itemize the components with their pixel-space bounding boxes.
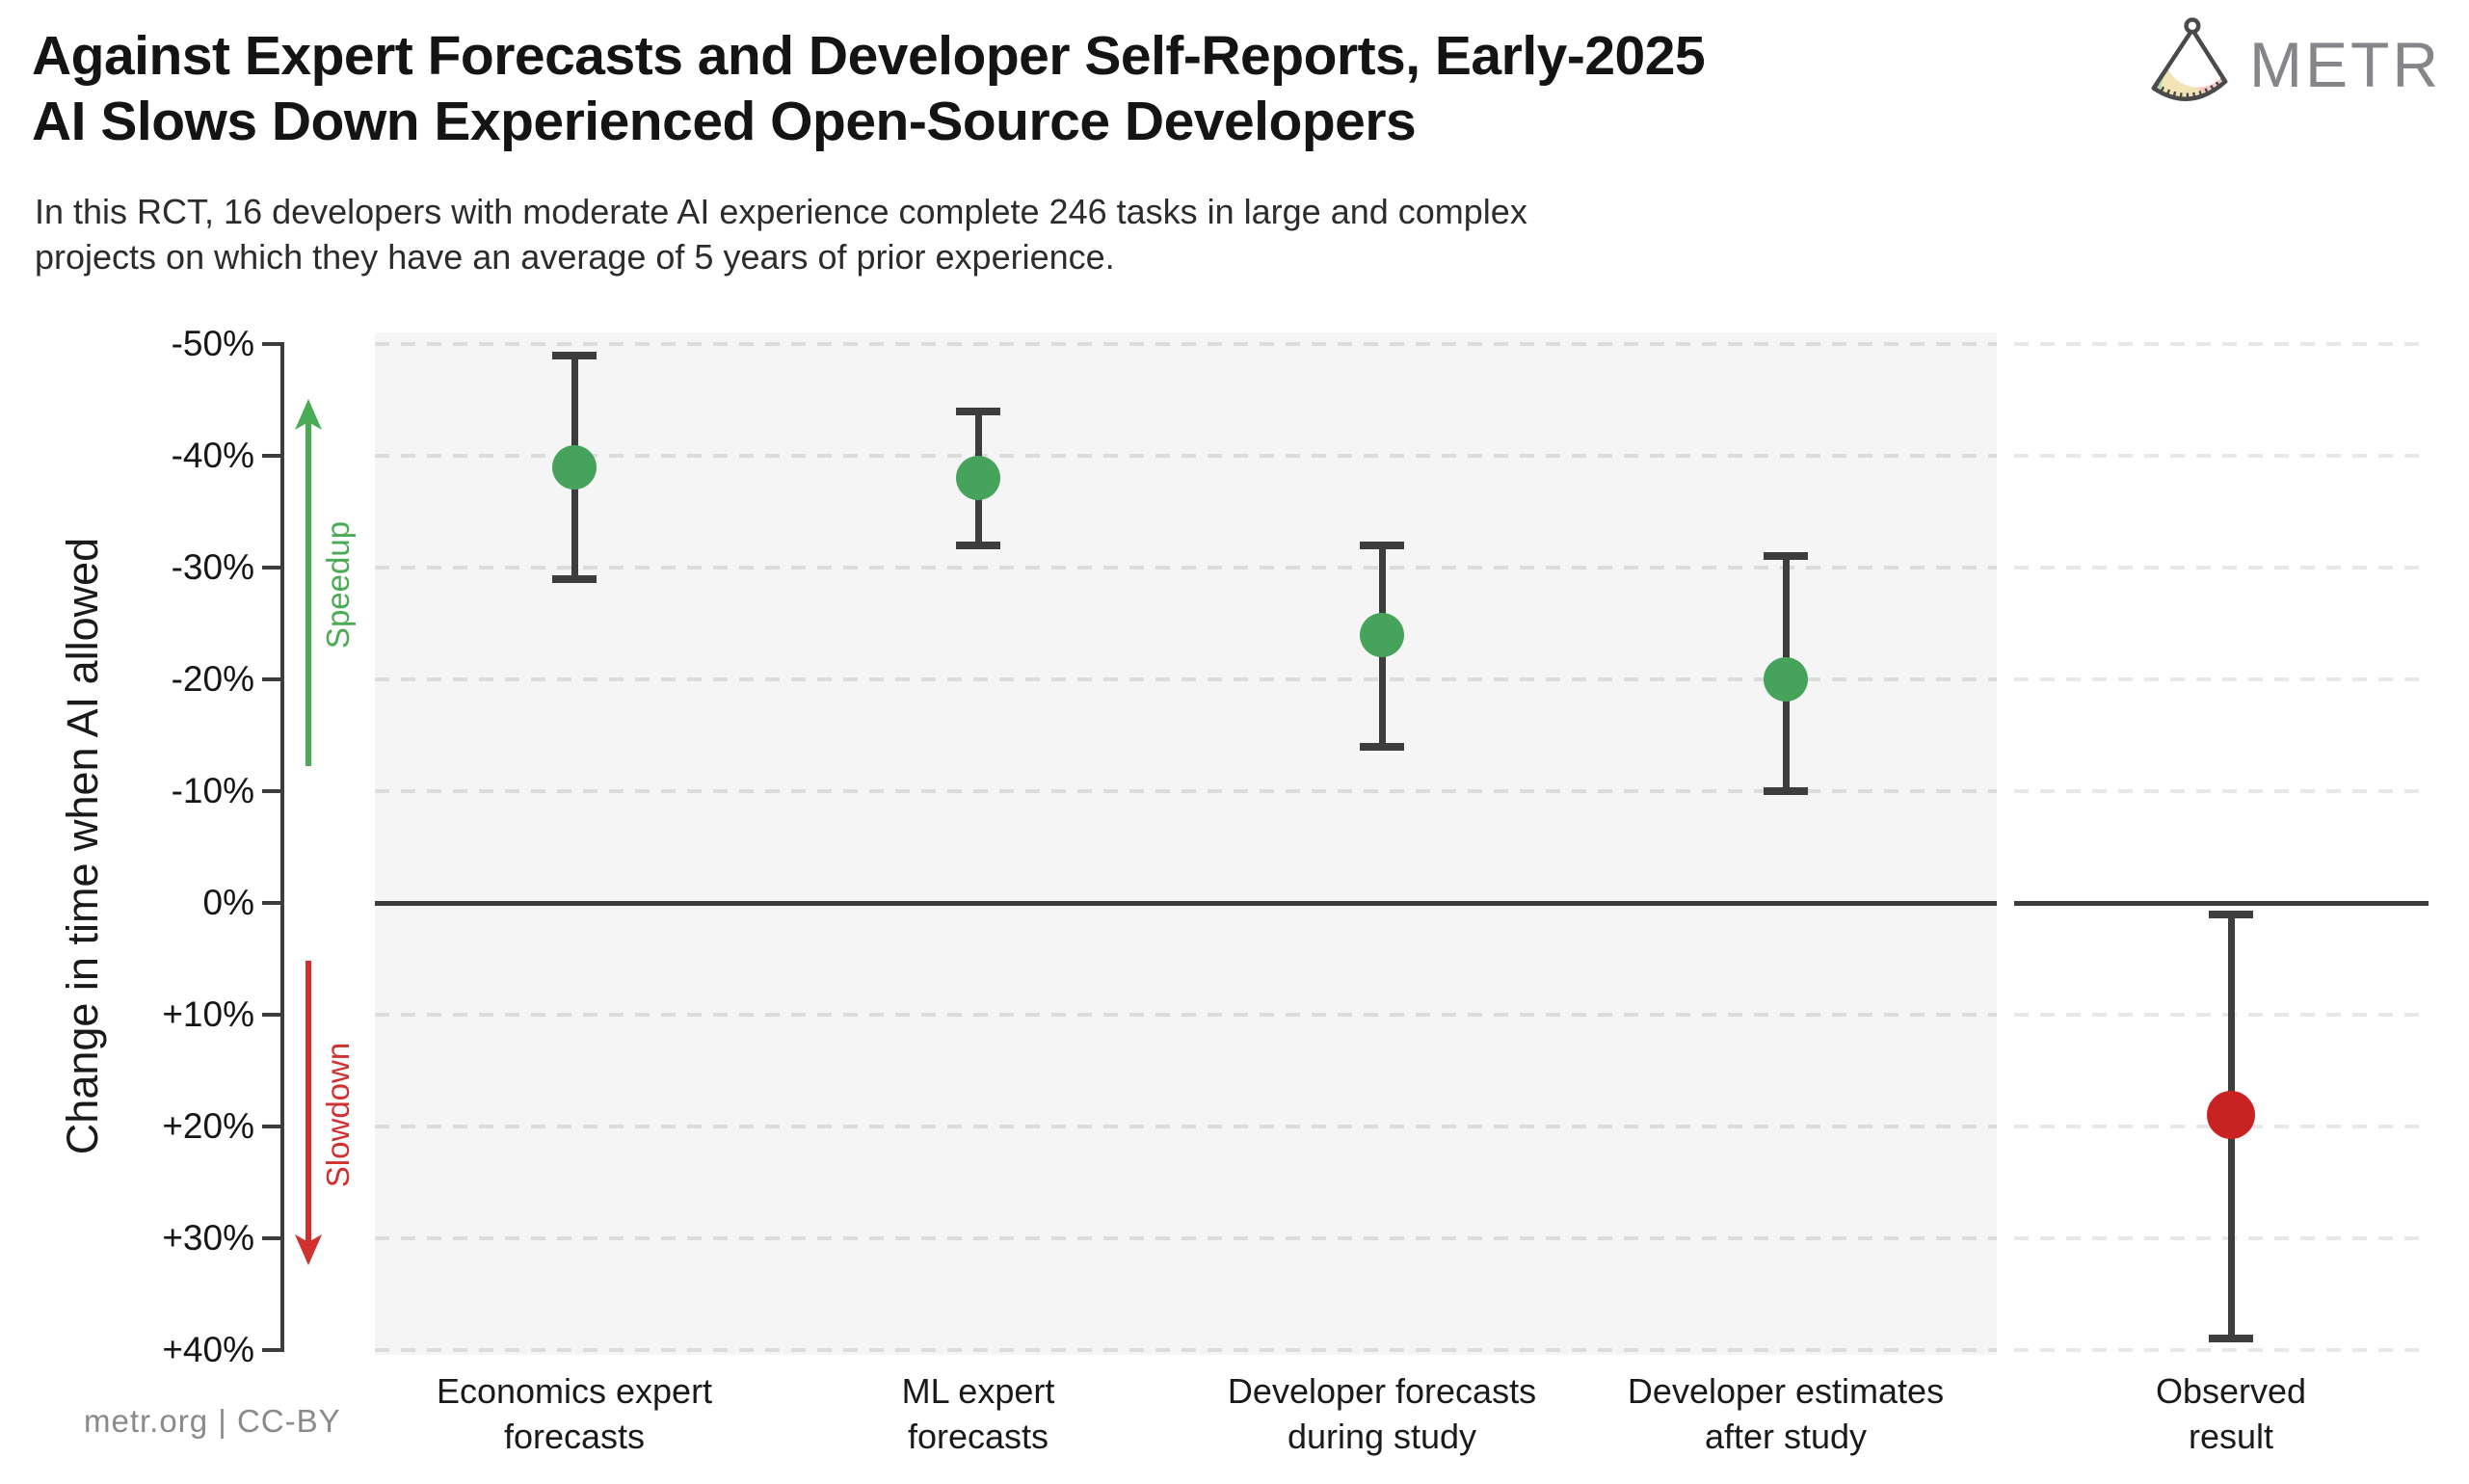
dot-ml-expert-forecasts <box>956 456 1000 501</box>
x-axis-label-line: Economics expert <box>436 1371 713 1411</box>
chart-subtitle: In this RCT, 16 developers with moderate… <box>35 189 1527 279</box>
errorbar-cap-top-economics-expert-forecasts <box>552 351 597 359</box>
slowdown-arrow-icon <box>295 961 322 1265</box>
x-axis-label-line: during study <box>1287 1417 1477 1456</box>
metr-logo: METR <box>2141 15 2459 116</box>
errorbar-cap-bottom-ml-expert-forecasts <box>956 541 1000 549</box>
gridline-main <box>375 566 1997 570</box>
errorbar-cap-top-developer-forecasts-during-study <box>1360 541 1404 549</box>
metr-pendulum-icon <box>2151 17 2228 101</box>
y-axis-tick-label: +20% <box>162 1106 254 1146</box>
x-axis-label-observed-result: Observed result <box>2004 1368 2457 1459</box>
gridline-observed <box>2014 1013 2429 1017</box>
zero-line-observed <box>2014 901 2429 906</box>
dot-developer-estimates-after-study <box>1764 657 1808 702</box>
y-axis-spine <box>280 342 284 1352</box>
x-axis-label-line: forecasts <box>503 1417 646 1456</box>
y-axis-tick <box>262 789 280 793</box>
x-axis-label-developer-forecasts-during-study: Developer forecasts during study <box>1155 1368 1608 1459</box>
zero-line-main <box>375 901 1997 906</box>
dot-observed-result <box>2207 1091 2255 1140</box>
y-axis-tick-label: +10% <box>162 994 254 1034</box>
y-axis-tick <box>262 1013 280 1017</box>
gridline-main <box>375 1013 1997 1017</box>
gridline-main <box>375 1125 1997 1128</box>
x-axis-label-economics-expert-forecasts: Economics expert forecasts <box>348 1368 801 1459</box>
y-axis-tick <box>262 1125 280 1128</box>
y-axis-tick <box>262 566 280 570</box>
y-axis-tick-label: 0% <box>202 883 254 922</box>
errorbar-cap-top-developer-estimates-after-study <box>1764 552 1808 561</box>
y-axis-tick <box>262 677 280 681</box>
slowdown-label: Slowdown <box>320 1042 356 1188</box>
y-axis-tick-label: -20% <box>171 659 254 699</box>
errorbar-cap-bottom-observed-result <box>2209 1335 2253 1343</box>
gridline-observed <box>2014 1348 2429 1352</box>
y-axis-tick <box>262 1348 280 1352</box>
title-line-1: Against Expert Forecasts and Developer S… <box>32 25 1706 87</box>
x-axis-label-line: after study <box>1704 1417 1868 1456</box>
metr-wordmark: METR <box>2249 29 2441 100</box>
errorbar-cap-bottom-developer-forecasts-during-study <box>1360 742 1404 751</box>
page-title: Against Expert Forecasts and Developer S… <box>32 23 1706 154</box>
subtitle-line-1: In this RCT, 16 developers with moderate… <box>35 192 1527 231</box>
gridline-main <box>375 342 1997 346</box>
dot-economics-expert-forecasts <box>552 444 597 490</box>
x-axis-label-line: Observed <box>2155 1371 2307 1411</box>
y-axis-tick-label: +40% <box>162 1330 254 1369</box>
y-axis-tick <box>262 901 280 905</box>
errorbar-cap-top-ml-expert-forecasts <box>956 407 1000 415</box>
gridline-observed <box>2014 566 2429 570</box>
errorbar-cap-bottom-developer-estimates-after-study <box>1764 787 1808 795</box>
gridline-observed <box>2014 342 2429 346</box>
x-axis-label-line: Developer forecasts <box>1227 1371 1537 1411</box>
speedup-label: Speedup <box>320 520 356 649</box>
x-axis-label-line: ML expert <box>901 1371 1055 1411</box>
errorbar-cap-bottom-economics-expert-forecasts <box>552 574 597 583</box>
x-axis-label-line: forecasts <box>907 1417 1049 1456</box>
gridline-observed <box>2014 1236 2429 1240</box>
y-axis-tick-label: -30% <box>171 547 254 587</box>
y-axis-tick-label: +30% <box>162 1218 254 1258</box>
gridline-main <box>375 789 1997 793</box>
gridline-observed <box>2014 454 2429 458</box>
gridline-main <box>375 454 1997 458</box>
x-axis-label-line: Developer estimates <box>1627 1371 1945 1411</box>
speedup-arrow-icon <box>295 399 322 766</box>
errorbar-cap-top-observed-result <box>2209 910 2253 918</box>
main-plot-panel <box>375 332 1997 1355</box>
gridline-observed <box>2014 789 2429 793</box>
x-axis-label-ml-expert-forecasts: ML expert forecasts <box>752 1368 1205 1459</box>
y-axis-tick-label: -40% <box>171 436 254 475</box>
y-axis-title: Change in time when AI allowed <box>58 537 107 1155</box>
dot-developer-forecasts-during-study <box>1360 612 1404 657</box>
y-axis-tick <box>262 1236 280 1240</box>
gridline-main <box>375 1236 1997 1240</box>
gridline-main <box>375 1348 1997 1352</box>
y-axis-tick <box>262 454 280 458</box>
y-axis-tick <box>262 342 280 346</box>
x-axis-label-developer-estimates-after-study: Developer estimates after study <box>1559 1368 2012 1459</box>
title-line-2: AI Slows Down Experienced Open-Source De… <box>32 91 1417 152</box>
x-axis-label-line: result <box>2188 1417 2274 1456</box>
subtitle-line-2: projects on which they have an average o… <box>35 237 1115 277</box>
gridline-main <box>375 677 1997 681</box>
credit-line: metr.org | CC-BY <box>84 1403 341 1439</box>
gridline-observed <box>2014 677 2429 681</box>
y-axis-tick-label: -50% <box>171 324 254 363</box>
y-axis-tick-label: -10% <box>171 771 254 810</box>
